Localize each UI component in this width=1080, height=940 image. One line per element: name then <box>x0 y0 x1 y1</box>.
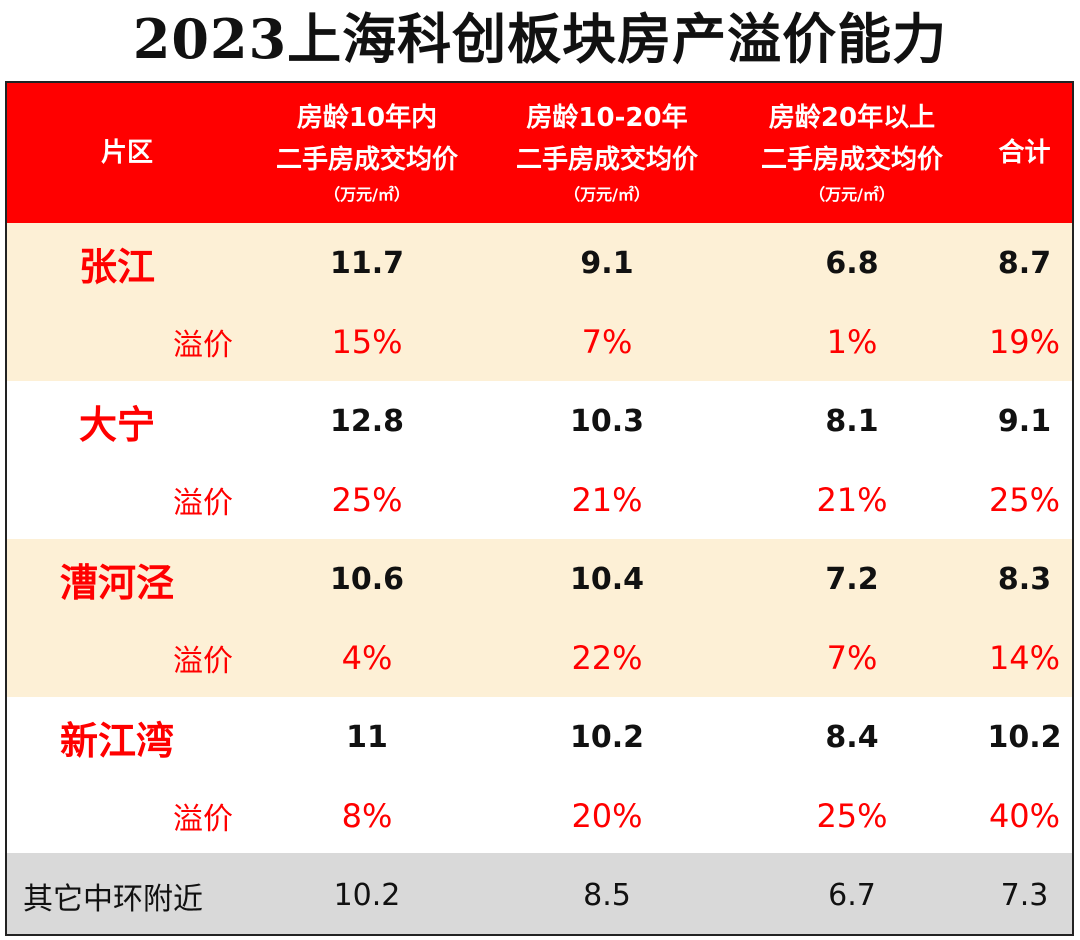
other-price-value: 7.3 <box>1000 878 1049 913</box>
page-title: 2023上海科创板块房产溢价能力 <box>132 7 948 71</box>
price-value: 10.4 <box>569 561 645 597</box>
premium-value: 40% <box>988 797 1061 835</box>
district-band <box>7 697 1072 855</box>
premium-value: 22% <box>571 639 643 677</box>
header-col1-line1: 房龄10年内 <box>296 103 438 133</box>
price-value: 8.4 <box>825 719 879 755</box>
premium-value: 19% <box>988 323 1061 361</box>
district-name: 漕河泾 <box>59 560 174 605</box>
header-col3: 房龄20年以上 二手房成交均价 （万元/㎡） <box>727 83 977 223</box>
other-price-value: 8.5 <box>583 878 631 913</box>
header-district-label: 片区 <box>100 138 153 168</box>
district-band <box>7 223 1072 381</box>
premium-value: 4% <box>341 639 393 677</box>
price-value: 12.8 <box>329 403 405 439</box>
premium-label: 溢价 <box>173 328 233 363</box>
premium-value: 15% <box>331 323 403 361</box>
price-value: 10.2 <box>987 719 1062 755</box>
header-total: 合计 <box>977 83 1072 223</box>
premium-label: 溢价 <box>173 486 233 521</box>
header-col3-unit: （万元/㎡） <box>809 185 895 204</box>
header-col2-line2: 二手房成交均价 <box>515 145 698 175</box>
district-band <box>7 381 1072 539</box>
other-row <box>7 853 1072 934</box>
other-price-value: 6.7 <box>828 878 876 913</box>
header-col1-line2: 二手房成交均价 <box>275 145 458 175</box>
header-col2-line1: 房龄10-20年 <box>526 103 688 133</box>
price-value: 11 <box>346 719 388 755</box>
price-value: 8.1 <box>825 403 879 439</box>
header-col1-unit: （万元/㎡） <box>324 185 410 204</box>
header-total-label: 合计 <box>998 138 1051 168</box>
premium-value: 8% <box>341 797 393 835</box>
premium-value: 1% <box>826 323 878 361</box>
price-value: 8.7 <box>997 245 1052 281</box>
district-name: 新江湾 <box>59 718 174 763</box>
premium-value: 25% <box>331 481 403 519</box>
district-name: 张江 <box>78 244 155 289</box>
premium-table: 片区 房龄10年内 二手房成交均价 （万元/㎡） 房龄10-20年 二手房成交均… <box>5 81 1074 936</box>
header-col3-line2: 二手房成交均价 <box>760 145 943 175</box>
header-col1: 房龄10年内 二手房成交均价 （万元/㎡） <box>247 83 487 223</box>
district-band <box>7 539 1072 697</box>
premium-label: 溢价 <box>173 644 233 679</box>
price-value: 10.3 <box>569 403 645 439</box>
price-value: 9.1 <box>997 403 1052 439</box>
price-value: 11.7 <box>329 245 405 281</box>
header-district: 片区 <box>7 83 247 223</box>
price-value: 10.2 <box>569 719 645 755</box>
price-value: 6.8 <box>825 245 879 281</box>
district-name: 大宁 <box>78 402 155 447</box>
header-col2-unit: （万元/㎡） <box>564 185 650 204</box>
premium-value: 25% <box>816 797 888 835</box>
price-value: 9.1 <box>580 245 634 281</box>
other-price-value: 10.2 <box>333 878 401 913</box>
price-value: 8.3 <box>997 561 1052 597</box>
premium-value: 7% <box>581 323 633 361</box>
premium-value: 7% <box>826 639 878 677</box>
price-value: 10.6 <box>329 561 405 597</box>
premium-value: 21% <box>571 481 643 519</box>
premium-label: 溢价 <box>173 802 233 837</box>
header-col3-line1: 房龄20年以上 <box>768 103 936 133</box>
other-district-name: 其它中环附近 <box>23 881 203 917</box>
table-header: 片区 房龄10年内 二手房成交均价 （万元/㎡） 房龄10-20年 二手房成交均… <box>7 83 1072 223</box>
price-value: 7.2 <box>825 561 879 597</box>
premium-value: 14% <box>988 639 1061 677</box>
premium-value: 20% <box>571 797 643 835</box>
header-col2: 房龄10-20年 二手房成交均价 （万元/㎡） <box>487 83 727 223</box>
premium-value: 21% <box>816 481 888 519</box>
premium-value: 25% <box>988 481 1061 519</box>
